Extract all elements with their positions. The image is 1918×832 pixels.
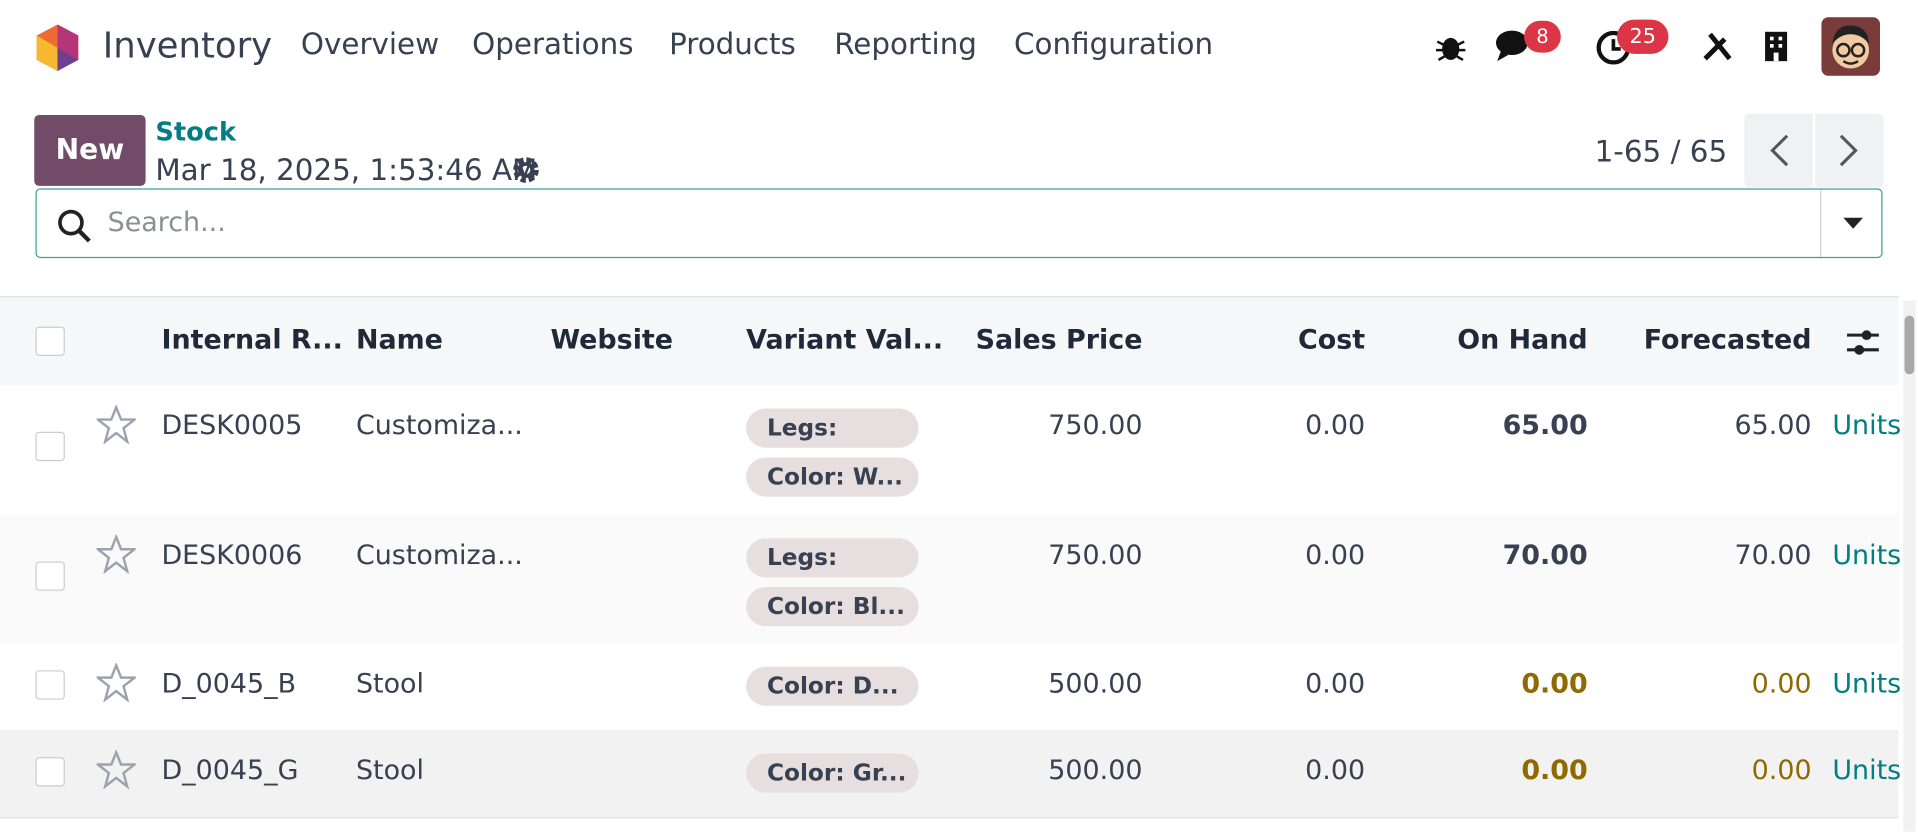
table-header bbox=[0, 296, 1899, 388]
messages-badge: 8 bbox=[1524, 20, 1561, 53]
app-name: Inventory bbox=[102, 24, 273, 67]
company-icon[interactable] bbox=[1761, 29, 1790, 63]
column-header[interactable]: Cost bbox=[1297, 325, 1366, 356]
product-name: Customiza... bbox=[355, 410, 523, 442]
on-hand: 70.00 bbox=[1502, 540, 1588, 572]
search-bar[interactable] bbox=[35, 188, 1883, 259]
variant-tag: Legs: Cus... bbox=[746, 538, 919, 578]
sales-price: 500.00 bbox=[1048, 755, 1143, 787]
sales-price: 500.00 bbox=[1048, 669, 1143, 700]
on-hand: 0.00 bbox=[1521, 669, 1588, 700]
forecasted: 0.00 bbox=[1751, 755, 1812, 787]
search-divider bbox=[1820, 189, 1822, 257]
internal-ref: DESK0005 bbox=[161, 410, 303, 442]
messages-icon[interactable] bbox=[1495, 27, 1539, 66]
search-icon bbox=[58, 209, 91, 243]
forecasted: 70.00 bbox=[1734, 540, 1812, 572]
search-placeholder: Search... bbox=[107, 207, 226, 239]
app-logo bbox=[36, 24, 79, 71]
favorite-star[interactable] bbox=[96, 534, 136, 574]
search-toggle[interactable] bbox=[1841, 215, 1865, 230]
variant-tag: Color: D... bbox=[746, 666, 919, 706]
variant-tag: Color: Gr... bbox=[746, 753, 919, 793]
column-header[interactable]: Name bbox=[355, 325, 443, 356]
unit-of-measure[interactable]: Units bbox=[1832, 755, 1902, 787]
user-avatar[interactable] bbox=[1821, 17, 1881, 76]
unit-of-measure[interactable]: Units bbox=[1832, 669, 1902, 700]
favorite-star[interactable] bbox=[96, 404, 136, 445]
row-checkbox[interactable] bbox=[35, 561, 65, 591]
favorite-star[interactable] bbox=[96, 749, 136, 789]
table-row[interactable] bbox=[0, 730, 1899, 819]
on-hand: 65.00 bbox=[1502, 410, 1588, 442]
cost: 0.00 bbox=[1305, 540, 1366, 572]
variant-tag: Legs: Cus... bbox=[746, 408, 919, 448]
column-header[interactable]: Internal R... bbox=[161, 325, 343, 356]
product-name: Stool bbox=[355, 755, 424, 787]
gear-icon[interactable] bbox=[511, 155, 540, 184]
product-name: Stool bbox=[355, 669, 424, 700]
cost: 0.00 bbox=[1305, 669, 1366, 700]
unit-of-measure[interactable]: Units bbox=[1832, 410, 1902, 442]
column-header[interactable]: Variant Val... bbox=[746, 325, 944, 356]
nav-item[interactable]: Overview bbox=[300, 26, 440, 62]
breadcrumb[interactable]: Stock bbox=[155, 117, 237, 147]
table-row[interactable] bbox=[0, 643, 1899, 732]
cost: 0.00 bbox=[1305, 755, 1366, 787]
forecasted: 65.00 bbox=[1734, 410, 1812, 442]
column-header[interactable]: On Hand bbox=[1457, 325, 1588, 356]
record-date: Mar 18, 2025, 1:53:46 AM bbox=[155, 152, 538, 188]
on-hand: 0.00 bbox=[1521, 755, 1588, 787]
activity-badge: 25 bbox=[1617, 19, 1669, 54]
settings-icon[interactable] bbox=[1700, 29, 1734, 63]
nav-item[interactable]: Operations bbox=[472, 26, 634, 62]
column-header[interactable]: Sales Price bbox=[975, 325, 1143, 356]
table-row[interactable] bbox=[0, 514, 1899, 645]
internal-ref: DESK0006 bbox=[161, 540, 303, 572]
row-checkbox[interactable] bbox=[35, 431, 65, 462]
scrollbar bbox=[1903, 300, 1916, 832]
pager: 1-65 / 65 bbox=[1594, 134, 1728, 169]
new-button[interactable]: New bbox=[34, 114, 146, 186]
internal-ref: D_0045_G bbox=[161, 755, 299, 787]
product-name: Customiza... bbox=[355, 540, 523, 572]
row-checkbox[interactable] bbox=[35, 670, 65, 700]
debug-icon[interactable] bbox=[1434, 29, 1468, 63]
nav-item[interactable]: Configuration bbox=[1014, 26, 1214, 62]
nav-item[interactable]: Products bbox=[669, 26, 796, 62]
header-checkbox[interactable] bbox=[35, 326, 65, 356]
column-header[interactable]: Forecasted bbox=[1643, 325, 1812, 356]
scrollbar-thumb[interactable] bbox=[1904, 315, 1915, 375]
unit-of-measure[interactable]: Units bbox=[1832, 540, 1902, 572]
internal-ref: D_0045_B bbox=[161, 669, 297, 700]
pager-arrows[interactable] bbox=[1744, 113, 1883, 188]
table-row[interactable] bbox=[0, 385, 1899, 517]
column-settings[interactable] bbox=[1845, 325, 1882, 359]
row-checkbox[interactable] bbox=[35, 757, 65, 787]
favorite-star[interactable] bbox=[96, 662, 136, 703]
variant-tag: Color: W... bbox=[746, 457, 919, 497]
forecasted: 0.00 bbox=[1751, 669, 1812, 700]
sales-price: 750.00 bbox=[1048, 410, 1143, 442]
nav-item[interactable]: Reporting bbox=[834, 26, 977, 62]
variant-tag: Color: Bl... bbox=[746, 587, 919, 627]
cost: 0.00 bbox=[1305, 410, 1366, 442]
column-header[interactable]: Website bbox=[550, 325, 674, 356]
sales-price: 750.00 bbox=[1048, 540, 1143, 572]
